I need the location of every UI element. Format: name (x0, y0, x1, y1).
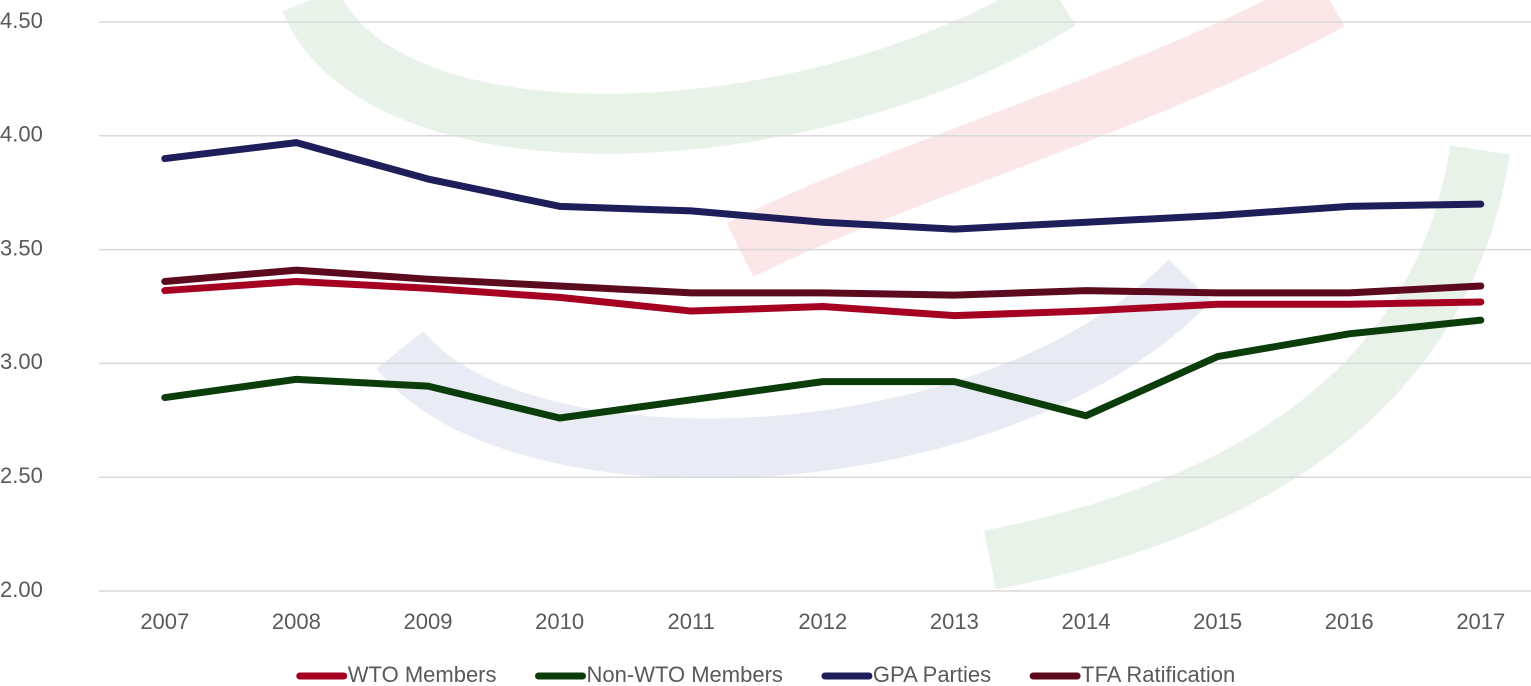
y-tick-label: 3.50 (0, 235, 43, 260)
x-tick-label: 2010 (535, 609, 584, 634)
legend-label: Non-WTO Members (587, 662, 783, 686)
series-line (161, 316, 1485, 422)
x-tick-label: 2009 (404, 609, 453, 634)
y-tick-label: 3.00 (0, 349, 43, 374)
legend-label: WTO Members (348, 662, 497, 686)
y-tick-label: 2.00 (0, 577, 43, 602)
x-tick-label: 2008 (272, 609, 321, 634)
x-tick-label: 2012 (798, 609, 847, 634)
x-tick-label: 2013 (930, 609, 979, 634)
legend-label: TFA Ratification (1081, 662, 1235, 686)
series-line (161, 266, 1485, 299)
x-tick-label: 2014 (1062, 609, 1111, 634)
y-tick-label: 2.50 (0, 463, 43, 488)
x-tick-label: 2011 (668, 609, 715, 634)
x-tick-label: 2015 (1193, 609, 1242, 634)
watermark (282, 0, 1510, 590)
y-tick-label: 4.00 (0, 122, 43, 147)
series-line (161, 139, 1485, 233)
y-tick-label: 4.50 (0, 8, 43, 33)
series-line (161, 277, 1485, 320)
legend-label: GPA Parties (873, 662, 991, 686)
x-tick-label: 2007 (140, 609, 189, 634)
x-tick-label: 2016 (1325, 609, 1374, 634)
x-tick-label: 2017 (1456, 609, 1505, 634)
